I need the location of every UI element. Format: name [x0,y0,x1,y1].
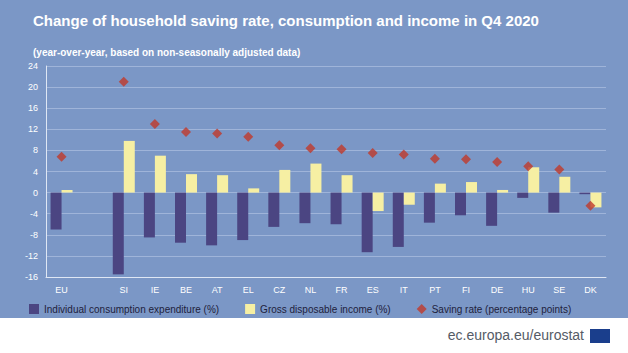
svg-text:SI: SI [120,285,129,295]
svg-text:FR: FR [336,285,348,295]
svg-text:-16: -16 [25,272,38,282]
svg-text:-4: -4 [30,209,38,219]
svg-text:ec.europa.eu/eurostat: ec.europa.eu/eurostat [448,327,584,343]
svg-text:NL: NL [305,285,317,295]
svg-text:ES: ES [367,285,379,295]
svg-text:-12: -12 [25,251,38,261]
svg-text:IE: IE [151,285,160,295]
svg-text:BE: BE [180,285,192,295]
svg-text:EU: EU [55,285,68,295]
svg-text:24: 24 [28,61,38,71]
svg-text:FI: FI [462,285,470,295]
svg-text:Change of household saving rat: Change of household saving rate, consump… [33,12,539,29]
svg-text:12: 12 [28,124,38,134]
svg-text:CZ: CZ [273,285,285,295]
svg-text:8: 8 [33,145,38,155]
svg-text:Individual consumption expendi: Individual consumption expenditure (%) [44,304,219,315]
svg-text:Gross disposable income (%): Gross disposable income (%) [260,304,391,315]
svg-text:4: 4 [33,167,38,177]
svg-text:AT: AT [212,285,223,295]
svg-text:HU: HU [522,285,535,295]
svg-text:DK: DK [584,285,597,295]
svg-text:-8: -8 [30,230,38,240]
svg-text:16: 16 [28,103,38,113]
svg-text:DE: DE [491,285,504,295]
svg-text:Saving rate (percentage points: Saving rate (percentage points) [432,304,572,315]
svg-text:0: 0 [33,188,38,198]
svg-text:20: 20 [28,82,38,92]
svg-text:EL: EL [243,285,254,295]
svg-text:PT: PT [429,285,441,295]
svg-text:(year-over-year, based on non-: (year-over-year, based on non-seasonally… [33,47,300,58]
svg-text:IT: IT [400,285,409,295]
svg-text:SE: SE [553,285,565,295]
